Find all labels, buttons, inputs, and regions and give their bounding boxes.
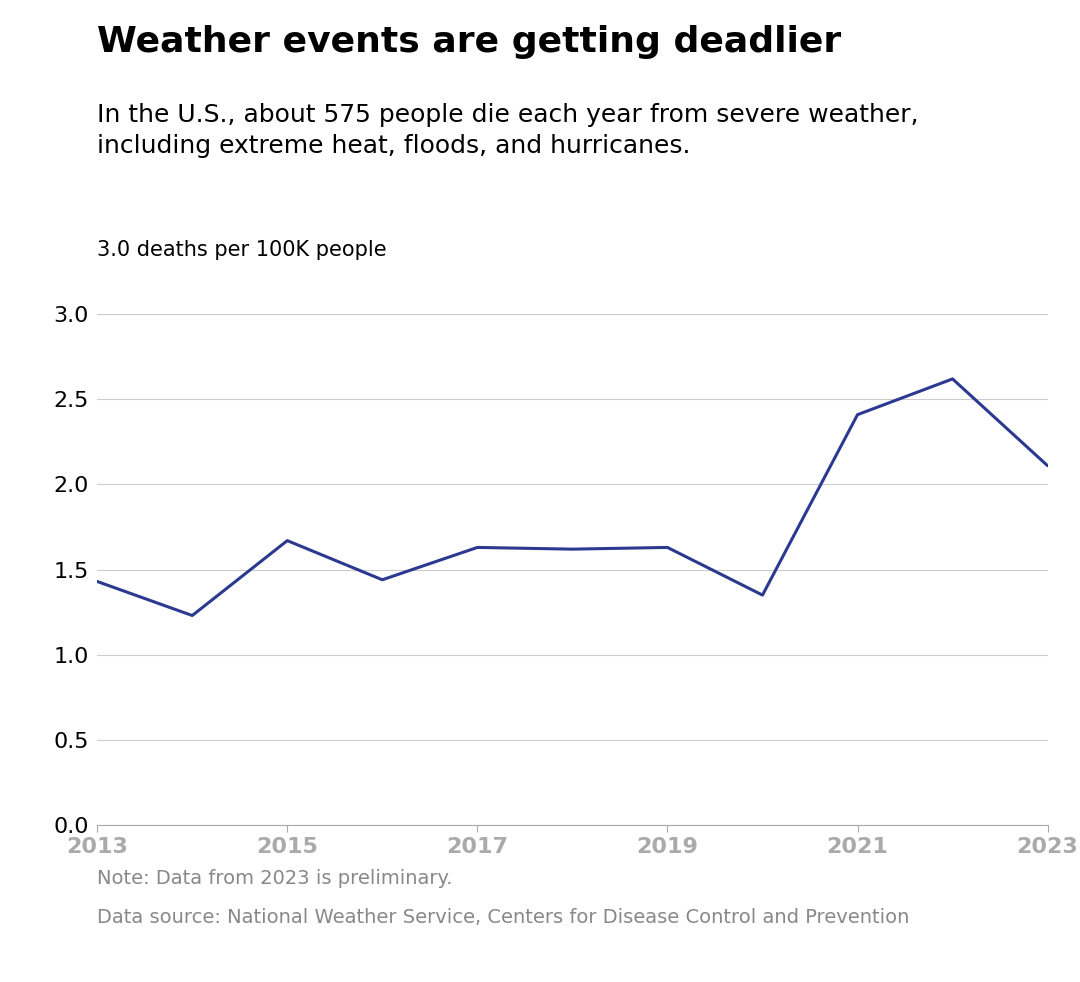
Text: Note: Data from 2023 is preliminary.: Note: Data from 2023 is preliminary. — [97, 869, 453, 888]
Text: Weather events are getting deadlier: Weather events are getting deadlier — [97, 25, 841, 59]
Text: In the U.S., about 575 people die each year from severe weather,
including extre: In the U.S., about 575 people die each y… — [97, 103, 919, 158]
Text: 3.0 deaths per 100K people: 3.0 deaths per 100K people — [97, 241, 387, 260]
Text: Data source: National Weather Service, Centers for Disease Control and Preventio: Data source: National Weather Service, C… — [97, 908, 909, 927]
